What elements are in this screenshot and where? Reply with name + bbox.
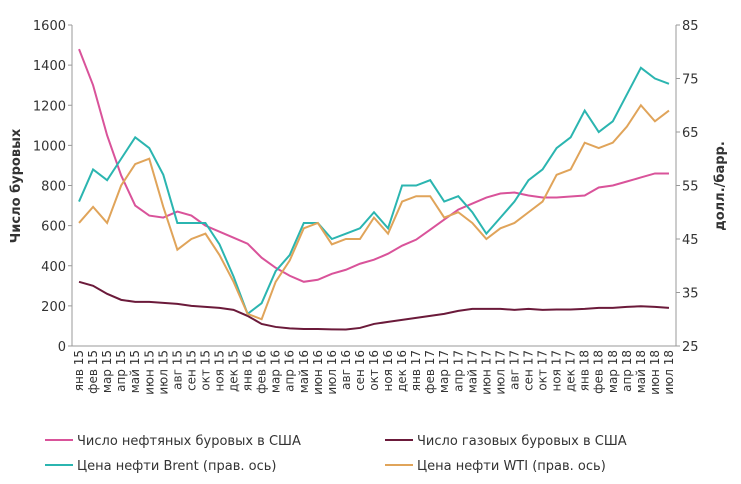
- line-series: [78, 280, 670, 331]
- x-tick-label: ноя 17: [550, 350, 564, 392]
- x-tick-label: янв 16: [241, 350, 255, 391]
- x-tick-label: июн 18: [648, 350, 662, 395]
- x-tick-label: фев 18: [592, 350, 606, 394]
- x-tick-label: июл 17: [493, 350, 507, 395]
- y-tick-label: 1600: [33, 19, 66, 34]
- x-tick-label: июн 15: [142, 350, 156, 395]
- y-tick-label: 400: [41, 260, 66, 275]
- x-tick-label: июл 16: [325, 350, 339, 395]
- x-tick-label: мар 16: [269, 350, 283, 393]
- x-tick-label: сен 15: [184, 350, 198, 391]
- x-tick-label: мар 15: [100, 350, 114, 393]
- y2-tick-label: 65: [682, 126, 699, 141]
- x-tick-label: ноя 16: [381, 350, 395, 392]
- legend-label: Цена нефти Brent (прав. ось): [77, 459, 276, 474]
- x-tick-label: дек 15: [227, 350, 241, 392]
- x-tick-label: мар 18: [606, 350, 620, 393]
- legend-label: Число газовых буровых в США: [417, 434, 627, 449]
- y-tick-label: 200: [41, 300, 66, 315]
- y2-tick-label: 25: [682, 340, 699, 355]
- x-tick-label: дек 17: [564, 350, 578, 392]
- line-series: [78, 103, 670, 321]
- y-tick-label: 600: [41, 220, 66, 235]
- x-tick-label: авг 16: [339, 350, 353, 390]
- y-tick-label: 800: [41, 180, 66, 195]
- y-tick-label: 0: [58, 340, 66, 355]
- x-tick-label: окт 16: [367, 350, 381, 391]
- x-tick-label: авг 15: [170, 350, 184, 390]
- x-tick-label: янв 15: [72, 350, 86, 391]
- x-tick-label: сен 16: [353, 350, 367, 391]
- x-tick-label: сен 17: [522, 350, 536, 391]
- x-tick-label: апр 18: [620, 350, 634, 392]
- line-series: [78, 48, 669, 283]
- legend-label: Число нефтяных буровых в США: [77, 434, 301, 449]
- x-tick-label: авг 17: [507, 350, 521, 390]
- x-tick-label: май 16: [297, 350, 311, 393]
- y2-tick-label: 75: [682, 73, 699, 88]
- x-tick-label: июл 18: [662, 350, 676, 395]
- x-tick-label: апр 17: [451, 350, 465, 392]
- x-tick-label: апр 15: [114, 350, 128, 392]
- y-tick-label: 1000: [33, 139, 66, 154]
- x-tick-label: ноя 15: [212, 350, 226, 392]
- y2-tick-label: 35: [682, 287, 699, 302]
- x-tick-label: июн 17: [479, 350, 493, 395]
- legend-label: Цена нефти WTI (прав. ось): [417, 459, 606, 474]
- x-tick-label: фев 16: [255, 350, 269, 394]
- x-tick-label: май 17: [465, 350, 479, 393]
- y-tick-label: 1200: [33, 99, 66, 114]
- x-tick-label: май 18: [634, 350, 648, 393]
- x-tick-label: мар 17: [437, 350, 451, 393]
- y2-tick-label: 45: [682, 233, 699, 248]
- y-axis-title: Число буровых: [9, 128, 24, 243]
- y2-tick-label: 55: [682, 180, 699, 195]
- x-tick-label: фев 17: [423, 350, 437, 394]
- y2-tick-label: 85: [682, 19, 699, 34]
- x-tick-label: окт 17: [536, 350, 550, 391]
- x-tick-label: окт 15: [198, 350, 212, 391]
- line-series: [78, 66, 670, 316]
- x-tick-label: янв 18: [578, 350, 592, 391]
- x-tick-label: июл 15: [156, 350, 170, 395]
- x-tick-label: янв 17: [409, 350, 423, 391]
- x-tick-label: фев 15: [86, 350, 100, 394]
- y2-axis-title: долл./барр.: [713, 141, 728, 231]
- y-tick-label: 1400: [33, 59, 66, 74]
- x-tick-label: дек 16: [395, 350, 409, 392]
- x-tick-label: апр 16: [283, 350, 297, 392]
- x-tick-label: май 15: [128, 350, 142, 393]
- x-tick-label: июн 16: [311, 350, 325, 395]
